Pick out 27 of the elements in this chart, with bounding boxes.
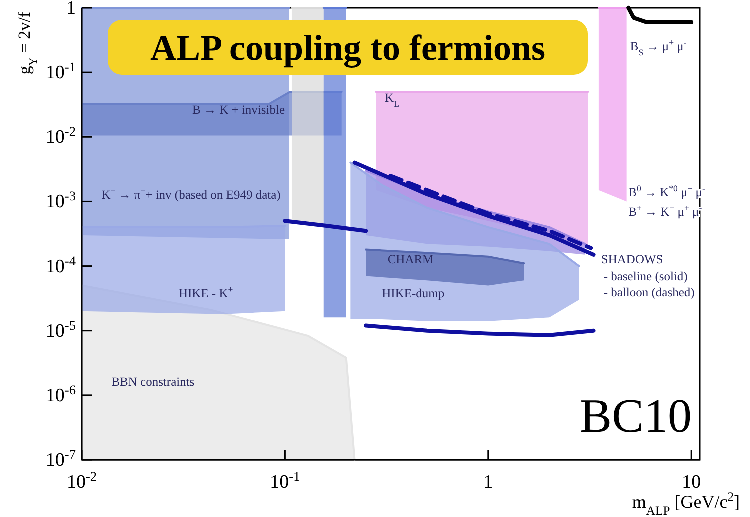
annotation: K$_{L}$ bbox=[385, 91, 400, 110]
annotation: BBN constraints bbox=[112, 374, 195, 389]
y-tick-label: 10$^{-7}$ bbox=[46, 446, 76, 471]
annotation: HIKE - K$^{+}$ bbox=[178, 284, 234, 300]
annotation: - baseline (solid) bbox=[604, 270, 688, 284]
annotation: HIKE-dump bbox=[382, 286, 445, 300]
y-tick-label: 10$^{-4}$ bbox=[46, 252, 76, 278]
annotation: CHARM bbox=[388, 252, 434, 267]
y-tick-label: 10$^{-5}$ bbox=[46, 317, 76, 342]
y-tick-label: 10$^{-3}$ bbox=[46, 188, 76, 213]
y-tick-label: 1 bbox=[66, 0, 76, 19]
annotation: SHADOWS bbox=[601, 252, 664, 267]
x-axis-title: m$_{ALP}$ [GeV/c$^{2}$] bbox=[632, 490, 740, 517]
x-tick-label: 1 bbox=[484, 472, 494, 493]
text: ALP coupling to fermions bbox=[150, 28, 546, 68]
annotation: B$_{S}$ → μ$^{+}$ μ$^{-}$ bbox=[630, 37, 687, 58]
y-tick-label: 10$^{-1}$ bbox=[46, 59, 76, 84]
x-tick-label: 10$^{-1}$ bbox=[270, 468, 300, 493]
x-tick-label: 10 bbox=[682, 472, 702, 493]
annotation: K$^{+}$ → π$^{+}$+ inv (based on E949 data) bbox=[102, 186, 281, 202]
annotation: B → K + invisible bbox=[192, 102, 286, 117]
y-tick-label: 10$^{-6}$ bbox=[46, 382, 76, 406]
annotation: B$^{+}$ → K$^{+}$ μ$^{+}$ μ$^{-}$ bbox=[628, 203, 702, 220]
x-tick-label: 10$^{-2}$ bbox=[66, 468, 98, 493]
annotation: - balloon (dashed) bbox=[604, 286, 695, 300]
text: BC10 bbox=[580, 390, 692, 443]
y-tick-label: 10$^{-2}$ bbox=[46, 124, 76, 148]
